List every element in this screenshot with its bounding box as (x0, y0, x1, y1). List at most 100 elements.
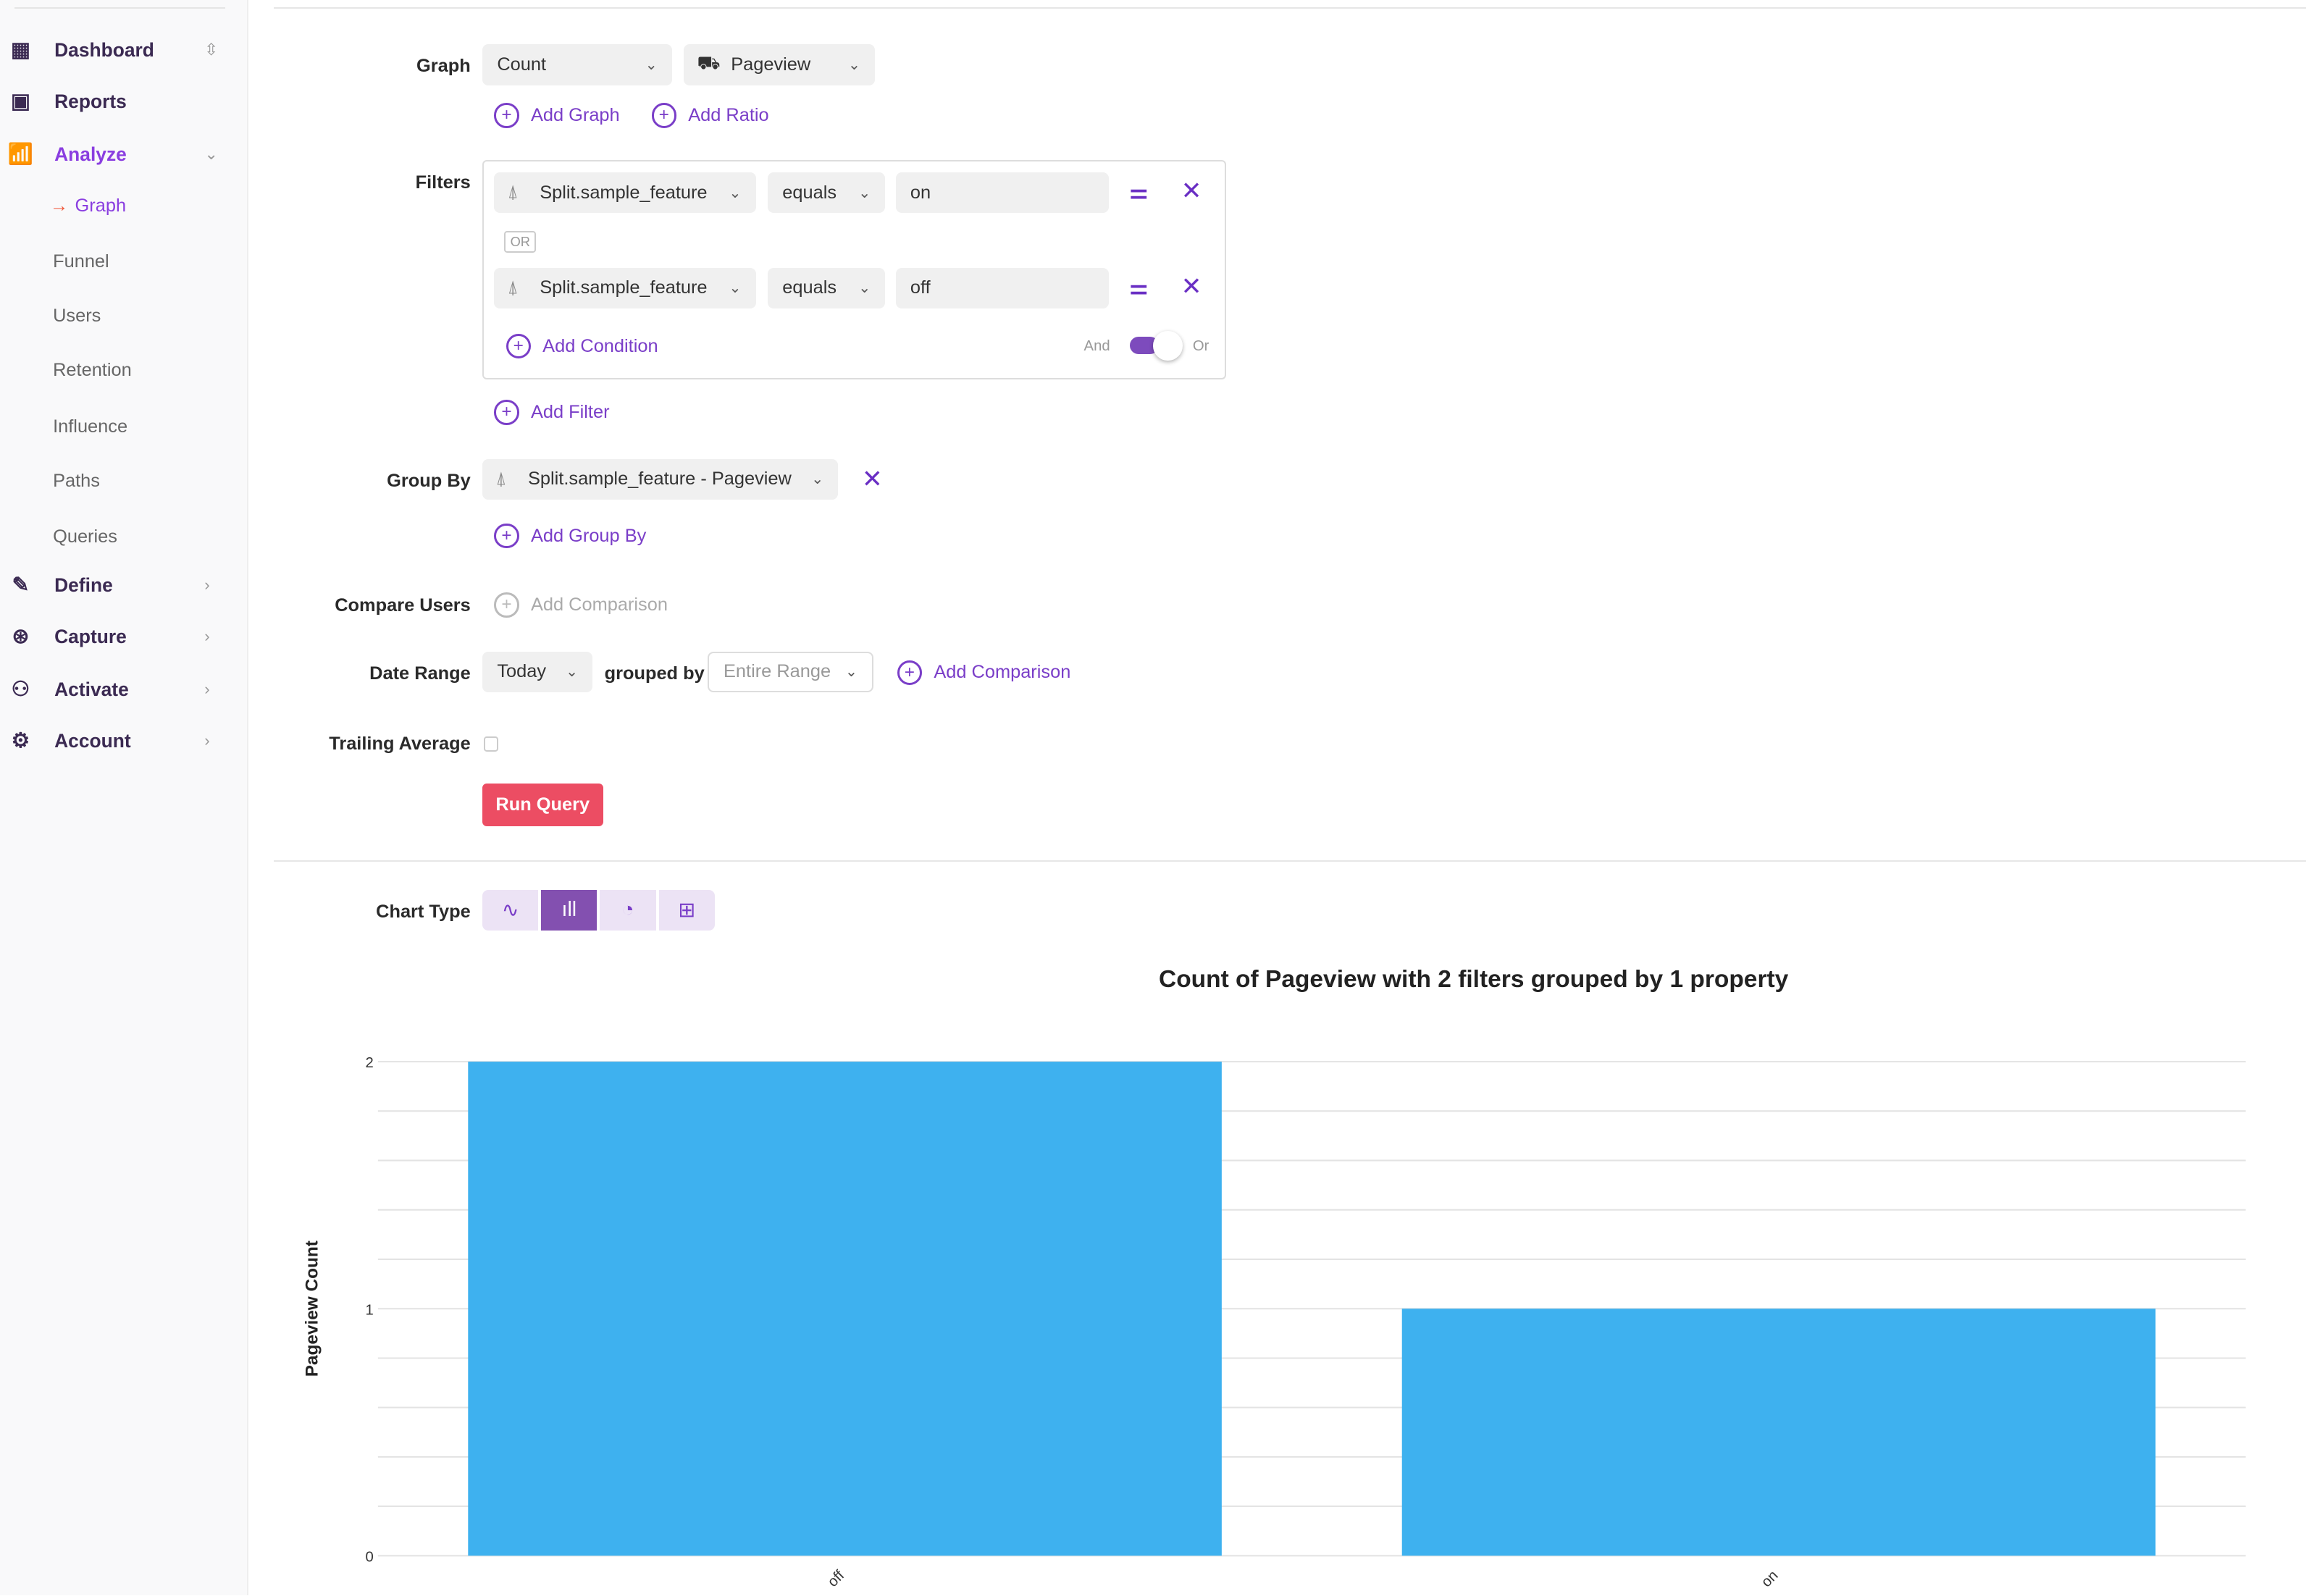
property-icon: ⍋ (495, 468, 507, 489)
chevron-updown-icon: ⇳ (204, 41, 218, 59)
filter-group (482, 160, 1227, 379)
sidebar-subitem-paths[interactable]: Paths (53, 470, 100, 491)
sidebar-subitem-retention[interactable]: Retention (53, 360, 132, 381)
chevron-right-icon: › (204, 576, 210, 595)
chevron-down-icon: ⌄ (844, 664, 858, 681)
sidebar-item-capture[interactable]: ⊛ Capture › (0, 619, 235, 655)
chevron-down-icon: ⌄ (729, 185, 742, 201)
trailing-average-label: Trailing Average (329, 734, 471, 755)
filter-value-input[interactable]: on (895, 172, 1110, 214)
property-icon: ⍋ (507, 277, 519, 298)
bar-off (468, 1062, 1222, 1556)
sidebar-item-reports[interactable]: ▣ Reports (0, 84, 235, 119)
table-icon[interactable]: ⊞ (658, 889, 715, 931)
close-icon[interactable]: ✕ (1181, 272, 1202, 301)
compare-users-label: Compare Users (335, 595, 471, 616)
report-icon: ▣ (10, 90, 30, 114)
plus-circle-icon: + (651, 103, 676, 128)
chart-title: Count of Pageview with 2 filters grouped… (1159, 966, 1789, 994)
chevron-down-icon: ⌄ (847, 56, 860, 73)
plus-circle-icon: + (897, 660, 923, 686)
toggle-or-label: Or (1192, 338, 1209, 355)
chevron-down-icon: ⌄ (645, 56, 658, 73)
chevron-right-icon: › (204, 627, 210, 646)
grouped-by-label: grouped by (604, 663, 705, 684)
sidebar-item-analyze[interactable]: 📶 Analyze ⌄ (7, 143, 218, 167)
pie-chart-icon[interactable]: ◔ (600, 889, 656, 931)
chevron-down-icon: ⌄ (858, 280, 871, 297)
group-by-select[interactable]: ⍋ Split.sample_feature - Pageview ⌄ (482, 458, 839, 500)
capture-icon: ⊛ (12, 625, 30, 649)
sidebar-item-activate[interactable]: ⚇ Activate › (0, 672, 235, 707)
analyze-chart-icon: 📶 (7, 143, 34, 167)
plus-circle-icon: + (494, 103, 519, 128)
divider (273, 7, 2306, 9)
line-chart-icon[interactable]: ∿ (482, 889, 539, 931)
trailing-average-checkbox[interactable] (484, 736, 499, 752)
sidebar-subitem-influence[interactable]: Influence (53, 416, 128, 437)
filter-operator-select[interactable]: equals ⌄ (767, 172, 886, 214)
add-condition-button[interactable]: + Add Condition (506, 333, 658, 359)
bar-chart-icon[interactable]: ıll (541, 889, 598, 931)
sidebar-subitem-queries[interactable]: Queries (53, 526, 117, 547)
y-tick-label: 0 (365, 1549, 373, 1565)
graph-label: Graph (416, 56, 471, 77)
chevron-down-icon: ⌄ (204, 145, 218, 164)
sidebar-subitem-funnel[interactable]: Funnel (53, 251, 109, 272)
chart-type-label: Chart Type (376, 901, 471, 922)
plus-circle-icon: + (494, 400, 519, 425)
chevron-down-icon: ⌄ (729, 280, 742, 297)
toggle-and-label: And (1083, 338, 1110, 355)
filter-property-select[interactable]: ⍋ Split.sample_feature ⌄ (494, 172, 756, 214)
sidebar: ▦ Dashboard ⇳ ▣ Reports 📶 Analyze ⌄ → Graph Fu… (0, 0, 249, 1596)
y-axis-label: Pageview Count (303, 1240, 322, 1377)
sidebar-subitem-users[interactable]: Users (53, 306, 101, 327)
sidebar-item-dashboard[interactable]: ▦ Dashboard ⇳ (0, 33, 235, 68)
filter-value-input[interactable]: off (895, 267, 1110, 309)
x-tick-label: off (825, 1568, 848, 1591)
chart-type-selector: ∿ ıll ◔ ⊞ (482, 889, 715, 931)
plus-circle-icon: + (506, 333, 531, 359)
sliders-icon[interactable]: ⚌ (1129, 275, 1148, 299)
sidebar-item-define[interactable]: ✎ Define › (0, 568, 235, 603)
event-select[interactable]: ⛟ Pageview ⌄ (684, 43, 876, 85)
run-query-button[interactable]: Run Query (482, 784, 603, 827)
add-comparison-button[interactable]: + Add Comparison (897, 660, 1070, 686)
y-tick-label: 1 (365, 1302, 373, 1318)
chevron-right-icon: › (204, 680, 210, 699)
and-or-toggle[interactable] (1129, 330, 1183, 361)
chevron-right-icon: › (204, 731, 210, 750)
divider (14, 7, 225, 9)
grouped-by-select[interactable]: Entire Range ⌄ (707, 651, 874, 693)
arrow-right-icon: → (50, 196, 69, 217)
define-icon: ✎ (12, 574, 30, 597)
sidebar-subitem-graph[interactable]: → Graph (50, 196, 127, 217)
y-tick-label: 2 (365, 1055, 373, 1071)
add-ratio-button[interactable]: + Add Ratio (651, 103, 769, 128)
add-graph-button[interactable]: + Add Graph (494, 103, 620, 128)
event-icon: ⛟ (697, 53, 721, 74)
filter-operator-select[interactable]: equals ⌄ (767, 267, 886, 309)
plus-circle-icon: + (494, 523, 519, 549)
grid-icon: ▦ (10, 38, 30, 62)
add-group-by-button[interactable]: + Add Group By (494, 523, 646, 549)
add-comparison-users-button[interactable]: + Add Comparison (494, 592, 668, 618)
chevron-down-icon: ⌄ (811, 471, 824, 488)
filters-label: Filters (415, 172, 471, 193)
x-tick-label: on (1758, 1568, 1782, 1591)
activate-icon: ⚇ (11, 678, 30, 702)
or-badge: OR (504, 230, 537, 253)
property-icon: ⍋ (507, 182, 519, 202)
add-filter-button[interactable]: + Add Filter (494, 400, 610, 425)
bar-on (1401, 1309, 2156, 1556)
chevron-down-icon: ⌄ (566, 664, 579, 681)
sidebar-item-account[interactable]: ⚙ Account › (0, 723, 235, 759)
date-range-select[interactable]: Today ⌄ (482, 651, 593, 693)
filter-property-select[interactable]: ⍋ Split.sample_feature ⌄ (494, 267, 756, 309)
gear-icon: ⚙ (11, 729, 30, 753)
sliders-icon[interactable]: ⚌ (1129, 180, 1148, 203)
close-icon[interactable]: ✕ (1181, 177, 1202, 205)
aggregation-select[interactable]: Count ⌄ (482, 43, 672, 85)
close-icon[interactable]: ✕ (861, 465, 883, 493)
